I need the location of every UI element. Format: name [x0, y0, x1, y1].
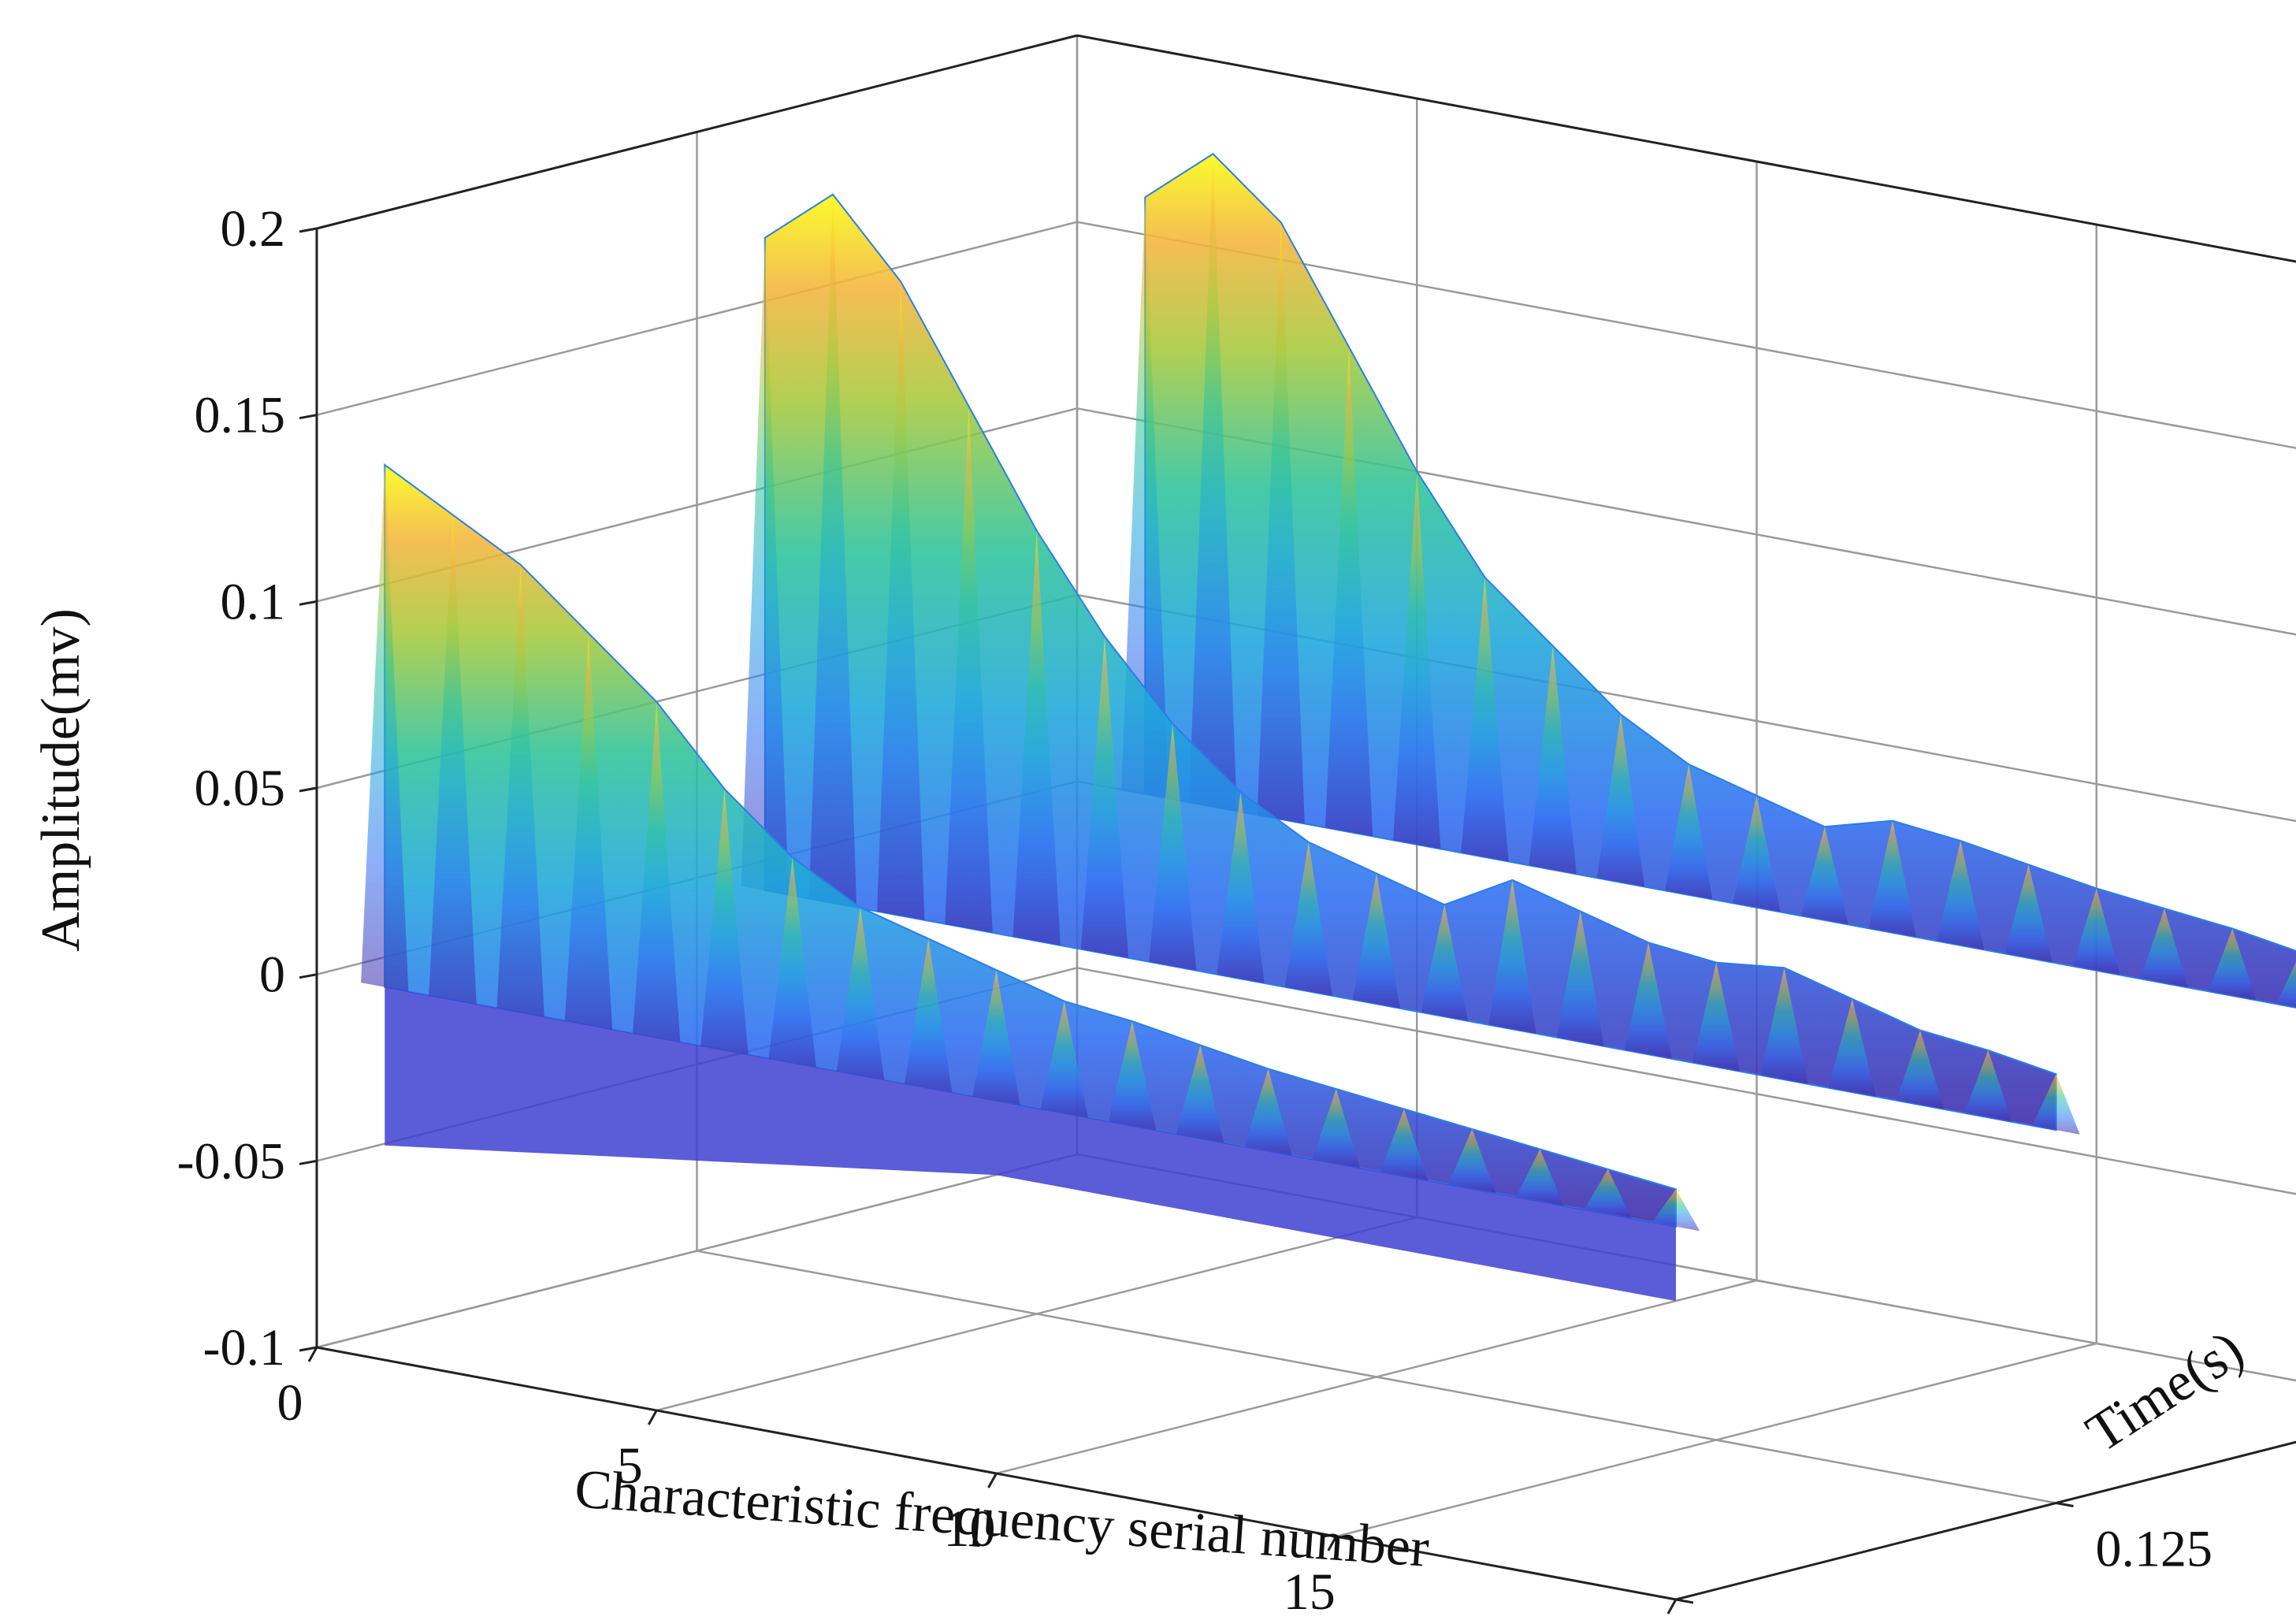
- z-tick-label: 0.2: [221, 200, 286, 258]
- z-tick-label: 0.15: [195, 387, 286, 444]
- x-tick-label: 15: [1284, 1563, 1336, 1620]
- surface-peak: [1324, 347, 1373, 837]
- surface-peak: [2032, 1074, 2080, 1135]
- z-tick-mark: [299, 1346, 318, 1352]
- surface-peak: [1964, 1050, 2012, 1122]
- surface-peak: [1733, 795, 1781, 912]
- surface-peak: [1556, 911, 1604, 1046]
- surface-peak: [1284, 842, 1332, 996]
- surface-peak: [1121, 197, 1169, 799]
- z-tick-mark: [299, 1159, 318, 1165]
- surface-peak: [1312, 1089, 1360, 1169]
- z-tick-label: 0: [259, 946, 285, 1004]
- surface-peak: [972, 970, 1020, 1105]
- z-tick-mark: [299, 600, 318, 606]
- surface-peak: [1760, 968, 1808, 1084]
- surface-peak: [741, 237, 789, 895]
- z-tick-mark: [299, 786, 318, 793]
- z-tick-mark: [299, 414, 318, 420]
- surface-peak: [1257, 222, 1305, 824]
- surface-peak: [1461, 577, 1509, 862]
- box-edge: [316, 34, 1078, 230]
- z-tick-label: 0.05: [195, 760, 286, 817]
- z-tick-mark: [299, 973, 318, 979]
- surface-peak: [1828, 998, 1876, 1097]
- x-tick-mark: [1327, 1536, 1338, 1551]
- surface-peak: [1624, 942, 1673, 1059]
- surface-peak: [1692, 962, 1741, 1072]
- surface-peak: [1584, 1169, 1632, 1219]
- surface-peak: [808, 194, 857, 908]
- y-axis-label: Time(s): [2076, 1319, 2254, 1464]
- time-tick-label: 0: [1715, 1617, 1741, 1620]
- surface-peak: [1421, 905, 1469, 1021]
- surface-peak: [768, 857, 816, 1068]
- surface: [361, 153, 2296, 1302]
- surface-peak: [1244, 1068, 1292, 1156]
- surface-peak: [1651, 1189, 1700, 1232]
- x-tick-mark: [647, 1410, 658, 1425]
- surface-peak: [496, 564, 544, 1017]
- surface-peak: [1896, 1030, 1945, 1109]
- surface-peak: [877, 281, 925, 920]
- surface-peak: [905, 938, 953, 1093]
- x-tick-mark: [1666, 1599, 1677, 1614]
- surface-peak: [2140, 908, 2189, 988]
- x-tick-mark: [307, 1347, 318, 1362]
- surface-peak: [1393, 471, 1441, 849]
- surface-peak: [1380, 1109, 1428, 1181]
- time-tick-label: 0.125: [2096, 1521, 2213, 1578]
- time-tick-mark: [1675, 1598, 1694, 1604]
- surface-peak: [700, 789, 749, 1055]
- surface-peak: [1937, 841, 1985, 950]
- surface-peak: [836, 907, 885, 1080]
- surface-peak: [1665, 764, 1713, 900]
- surface-peak: [2072, 888, 2120, 975]
- surface-peak: [1352, 873, 1401, 1009]
- surface-peak: [1080, 636, 1129, 958]
- surface-peak: [1189, 154, 1237, 812]
- surface-peak: [945, 406, 993, 933]
- surface-peak: [1596, 714, 1645, 887]
- surface-peak: [633, 701, 681, 1042]
- surface-peak: [361, 465, 409, 992]
- surface-peak: [1529, 645, 1577, 875]
- x-tick-label: 0: [277, 1374, 303, 1432]
- surface-peak: [1516, 1149, 1564, 1206]
- surface-peak: [1176, 1045, 1224, 1143]
- surface-peak: [1868, 820, 1917, 938]
- surface-peak: [1108, 1021, 1157, 1131]
- surface-peak: [564, 633, 613, 1030]
- z-tick-label: -0.05: [177, 1132, 285, 1190]
- surface-peak: [1040, 1001, 1088, 1118]
- surface-peak: [1448, 1128, 1496, 1194]
- box-edge: [1076, 34, 2296, 263]
- x-axis-label: Characteristic frequency serial number: [573, 1458, 1431, 1579]
- surface-peak: [429, 515, 477, 1005]
- surface-peak: [1488, 879, 1536, 1034]
- z-tick-mark: [299, 227, 318, 233]
- surface-peak: [2004, 864, 2053, 963]
- surface-peak: [1800, 827, 1848, 925]
- surface-trough: [385, 986, 1676, 1302]
- surface-peak: [1217, 792, 1265, 983]
- x-tick-label: 10: [944, 1500, 996, 1558]
- z-axis-label: Amplitude(mv): [31, 608, 91, 951]
- x-tick-label: 5: [617, 1437, 643, 1495]
- surface-peak: [2276, 961, 2296, 1008]
- z-tick-label: 0.1: [221, 573, 286, 630]
- surface-peak: [1012, 530, 1061, 946]
- floor-gridline: [697, 1250, 2056, 1504]
- z-tick-label: -0.1: [203, 1319, 285, 1377]
- surface-peak: [2209, 928, 2257, 1001]
- x-tick-mark: [987, 1473, 998, 1488]
- time-tick-mark: [2056, 1502, 2074, 1507]
- surface-peak: [1149, 723, 1197, 971]
